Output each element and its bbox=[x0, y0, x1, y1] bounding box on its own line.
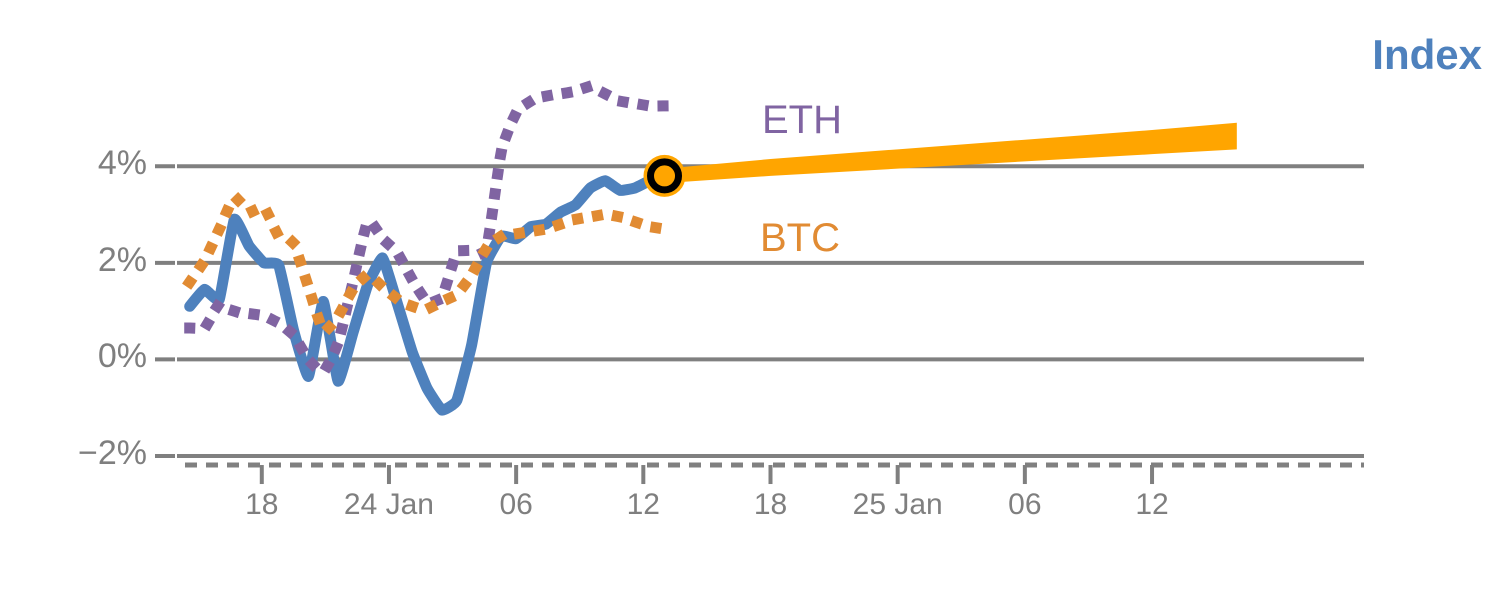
x-axis-label: 25 Jan bbox=[852, 488, 943, 522]
y-axis-ticks bbox=[155, 164, 175, 459]
series-label-eth: ETH bbox=[762, 98, 842, 142]
series-line-btc bbox=[182, 192, 671, 337]
x-axis-label: 06 bbox=[499, 488, 533, 522]
series-line-eth bbox=[184, 81, 671, 378]
data-series bbox=[182, 81, 671, 416]
y-axis-label: 0% bbox=[97, 337, 147, 376]
x-axis-label: 12 bbox=[1135, 488, 1169, 522]
x-axis-label: 18 bbox=[245, 488, 279, 522]
forecast-band bbox=[664, 122, 1237, 184]
current-point-marker[interactable] bbox=[643, 154, 686, 197]
forecast-band-area bbox=[664, 122, 1237, 184]
series-line-index bbox=[184, 170, 671, 416]
x-axis-label: 18 bbox=[753, 488, 788, 522]
y-axis-label: −2% bbox=[78, 434, 147, 473]
y-axis-label: 2% bbox=[97, 240, 147, 279]
marker-dot[interactable] bbox=[647, 158, 683, 194]
x-axis-label: 06 bbox=[1008, 488, 1042, 522]
x-axis-label: 24 Jan bbox=[343, 488, 434, 522]
y-axis-label: 4% bbox=[97, 144, 147, 183]
series-label-btc: BTC bbox=[760, 216, 840, 260]
x-axis-ticks bbox=[259, 465, 1155, 485]
x-axis-label: 12 bbox=[626, 488, 660, 522]
chart-title: Index bbox=[1372, 31, 1482, 78]
